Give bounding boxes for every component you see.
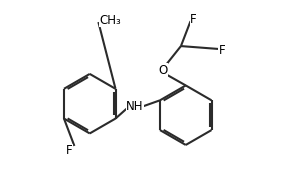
- Text: F: F: [219, 44, 226, 57]
- Text: F: F: [66, 144, 73, 157]
- Text: F: F: [190, 13, 197, 26]
- Text: CH₃: CH₃: [99, 14, 121, 27]
- Text: O: O: [158, 64, 167, 77]
- Text: NH: NH: [126, 100, 144, 113]
